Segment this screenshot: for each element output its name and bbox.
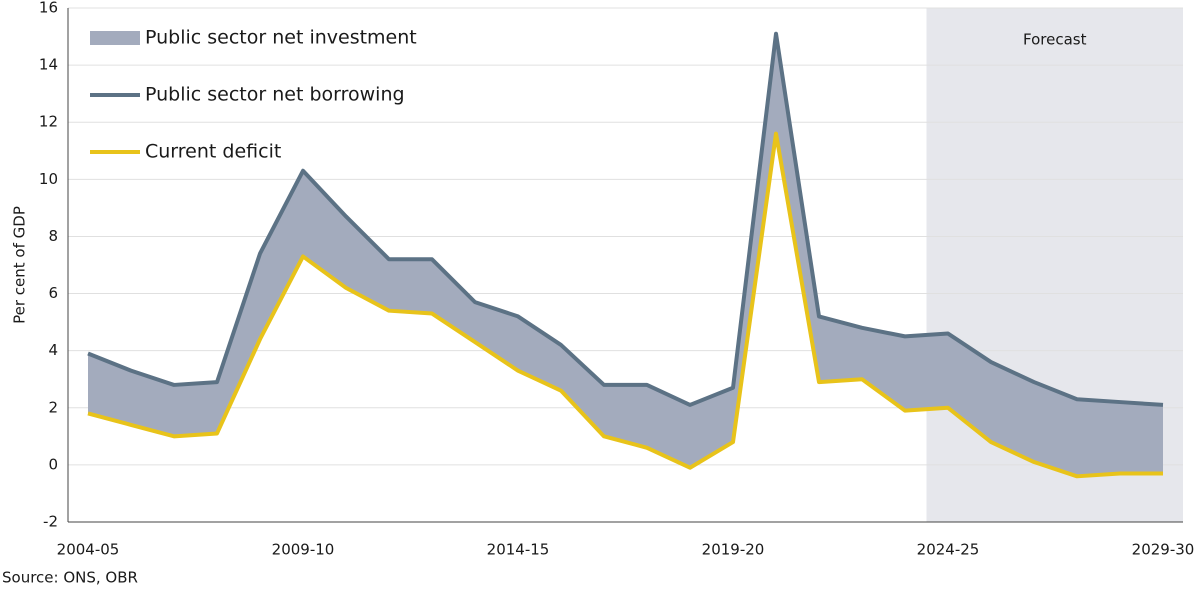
series-line [87,31,1164,407]
legend-label: Public sector net borrowing [145,84,405,106]
x-tick-label: 2009-10 [272,541,335,559]
y-tick-label: 6 [48,284,58,302]
y-tick-label: 12 [39,113,58,131]
x-tick-label: 2024-25 [917,541,980,559]
x-tick-label: 2019-20 [702,541,765,559]
y-tick-label: 10 [39,170,58,188]
y-tick-label: 4 [48,341,58,359]
y-tick-label: 14 [39,56,58,74]
y-tick-label: 16 [39,0,58,17]
y-tick-label: 2 [48,398,58,416]
x-tick-label: 2029-30 [1132,541,1195,559]
legend-label: Public sector net investment [145,27,417,49]
y-tick-label: 8 [48,227,58,245]
y-tick-label: 0 [48,455,58,473]
legend-label: Current deficit [145,141,281,163]
source: Source: ONS, OBR [2,569,138,587]
investment-area [88,33,1163,477]
x-tick-label: 2004-05 [57,541,120,559]
x-tick-label: 2014-15 [487,541,550,559]
forecast-label: Forecast [1023,31,1087,49]
legend-swatch [90,31,140,45]
y-tick-label: -2 [43,513,58,531]
series-line [87,131,1163,479]
y-axis-label: Per cent of GDP [11,206,29,324]
